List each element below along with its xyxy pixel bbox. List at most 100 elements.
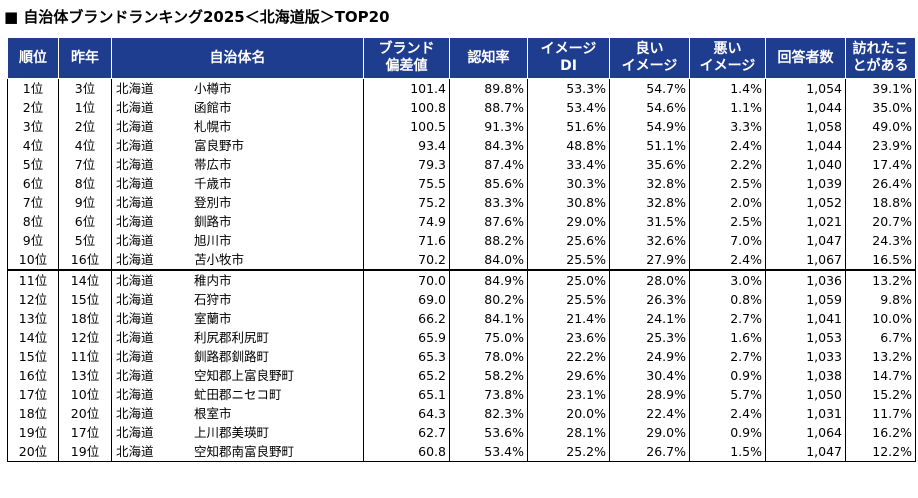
image-di-cell: 53.3% xyxy=(527,78,610,98)
good-image-cell: 28.0% xyxy=(609,269,690,290)
table-row: 18位 20位 北海道 根室市 64.3 82.3% 20.0% 22.4% 2.… xyxy=(7,404,916,423)
image-di-cell: 25.2% xyxy=(527,442,610,462)
awareness-cell: 87.6% xyxy=(449,212,528,231)
municipality-cell: 北海道 虻田郡ニセコ町 xyxy=(111,385,364,404)
municipality-text: 虻田郡ニセコ町 xyxy=(194,387,282,402)
image-di-cell: 33.4% xyxy=(527,155,610,174)
municipality-cell: 北海道 釧路市 xyxy=(111,212,364,231)
table-row: 6位 8位 北海道 千歳市 75.5 85.6% 30.3% 32.8% 2.5%… xyxy=(7,174,916,193)
table-row: 8位 6位 北海道 釧路市 74.9 87.6% 29.0% 31.5% 2.5%… xyxy=(7,212,916,231)
prefecture-text: 北海道 xyxy=(116,444,154,459)
awareness-cell: 84.1% xyxy=(449,309,528,328)
table-row: 10位 16位 北海道 苫小牧市 70.2 84.0% 25.5% 27.9% 2… xyxy=(7,250,916,270)
bad-image-cell: 3.0% xyxy=(689,269,766,290)
prev-year-cell: 9位 xyxy=(58,193,112,212)
header-rank: 順位 xyxy=(7,37,59,79)
brand-score-cell: 69.0 xyxy=(363,290,450,309)
awareness-cell: 80.2% xyxy=(449,290,528,309)
good-image-cell: 54.7% xyxy=(609,78,690,98)
respondents-cell: 1,054 xyxy=(765,78,846,98)
visited-cell: 11.7% xyxy=(845,404,916,423)
bad-image-cell: 2.4% xyxy=(689,404,766,423)
table-header: 順位 昨年 自治体名 ブランド 偏差値 認知率 イメージ DI 良い イメージ 悪いイ… xyxy=(7,37,916,79)
municipality-cell: 北海道 小樽市 xyxy=(111,78,364,98)
brand-score-cell: 65.1 xyxy=(363,385,450,404)
municipality-text: 富良野市 xyxy=(194,138,245,153)
municipality-text: 空知郡南富良野町 xyxy=(194,444,295,459)
table-row: 16位 13位 北海道 空知郡上富良野町 65.2 58.2% 29.6% 30.… xyxy=(7,366,916,385)
image-di-cell: 21.4% xyxy=(527,309,610,328)
brand-score-cell: 70.2 xyxy=(363,250,450,270)
bad-image-cell: 1.5% xyxy=(689,442,766,462)
awareness-cell: 84.0% xyxy=(449,250,528,270)
bad-image-cell: 2.5% xyxy=(689,212,766,231)
good-image-cell: 30.4% xyxy=(609,366,690,385)
bad-image-cell: 3.3% xyxy=(689,117,766,136)
brand-score-cell: 62.7 xyxy=(363,423,450,442)
header-image-di: イメージ DI xyxy=(527,37,610,79)
image-di-cell: 48.8% xyxy=(527,136,610,155)
good-image-cell: 35.6% xyxy=(609,155,690,174)
header-prev-year: 昨年 xyxy=(58,37,112,79)
municipality-text: 石狩市 xyxy=(194,292,232,307)
municipality-text: 釧路市 xyxy=(194,214,232,229)
respondents-cell: 1,044 xyxy=(765,136,846,155)
good-image-cell: 25.3% xyxy=(609,328,690,347)
good-image-cell: 28.9% xyxy=(609,385,690,404)
bad-image-cell: 2.0% xyxy=(689,193,766,212)
rank-cell: 2位 xyxy=(7,98,59,117)
municipality-cell: 北海道 根室市 xyxy=(111,404,364,423)
table-row: 7位 9位 北海道 登別市 75.2 83.3% 30.8% 32.8% 2.0%… xyxy=(7,193,916,212)
brand-score-cell: 75.2 xyxy=(363,193,450,212)
table-row: 12位 15位 北海道 石狩市 69.0 80.2% 25.5% 26.3% 0.… xyxy=(7,290,916,309)
visited-cell: 13.2% xyxy=(845,347,916,366)
bad-image-cell: 2.5% xyxy=(689,174,766,193)
table-row: 2位 1位 北海道 函館市 100.8 88.7% 53.4% 54.6% 1.1… xyxy=(7,98,916,117)
table-row: 5位 7位 北海道 帯広市 79.3 87.4% 33.4% 35.6% 2.2%… xyxy=(7,155,916,174)
header-awareness: 認知率 xyxy=(449,37,528,79)
image-di-cell: 20.0% xyxy=(527,404,610,423)
header-good-image: 良い イメージ xyxy=(609,37,690,79)
header-brand-score: ブランド 偏差値 xyxy=(363,37,450,79)
bad-image-cell: 7.0% xyxy=(689,231,766,250)
bad-image-cell: 2.7% xyxy=(689,347,766,366)
respondents-cell: 1,033 xyxy=(765,347,846,366)
good-image-cell: 32.8% xyxy=(609,193,690,212)
good-image-cell: 24.9% xyxy=(609,347,690,366)
prefecture-text: 北海道 xyxy=(116,292,154,307)
visited-cell: 17.4% xyxy=(845,155,916,174)
awareness-cell: 89.8% xyxy=(449,78,528,98)
visited-cell: 6.7% xyxy=(845,328,916,347)
prev-year-cell: 3位 xyxy=(58,78,112,98)
prev-year-cell: 18位 xyxy=(58,309,112,328)
municipality-cell: 北海道 帯広市 xyxy=(111,155,364,174)
brand-score-cell: 75.5 xyxy=(363,174,450,193)
prefecture-text: 北海道 xyxy=(116,349,154,364)
awareness-cell: 91.3% xyxy=(449,117,528,136)
table-row: 14位 12位 北海道 利尻郡利尻町 65.9 75.0% 23.6% 25.3%… xyxy=(7,328,916,347)
awareness-cell: 85.6% xyxy=(449,174,528,193)
municipality-text: 上川郡美瑛町 xyxy=(194,425,270,440)
municipality-text: 千歳市 xyxy=(194,176,232,191)
image-di-cell: 25.5% xyxy=(527,290,610,309)
respondents-cell: 1,053 xyxy=(765,328,846,347)
prev-year-cell: 15位 xyxy=(58,290,112,309)
bad-image-cell: 2.4% xyxy=(689,250,766,270)
respondents-cell: 1,058 xyxy=(765,117,846,136)
awareness-cell: 88.7% xyxy=(449,98,528,117)
visited-cell: 23.9% xyxy=(845,136,916,155)
rank-cell: 4位 xyxy=(7,136,59,155)
municipality-text: 釧路郡釧路町 xyxy=(194,349,270,364)
table-row: 20位 19位 北海道 空知郡南富良野町 60.8 53.4% 25.2% 26.… xyxy=(7,442,916,462)
header-respondents: 回答者数 xyxy=(765,37,846,79)
image-di-cell: 23.6% xyxy=(527,328,610,347)
visited-cell: 35.0% xyxy=(845,98,916,117)
visited-cell: 12.2% xyxy=(845,442,916,462)
bad-image-cell: 2.2% xyxy=(689,155,766,174)
image-di-cell: 25.6% xyxy=(527,231,610,250)
municipality-text: 登別市 xyxy=(194,195,232,210)
visited-cell: 13.2% xyxy=(845,269,916,290)
awareness-cell: 53.4% xyxy=(449,442,528,462)
municipality-text: 苫小牧市 xyxy=(194,252,245,267)
brand-score-cell: 100.8 xyxy=(363,98,450,117)
